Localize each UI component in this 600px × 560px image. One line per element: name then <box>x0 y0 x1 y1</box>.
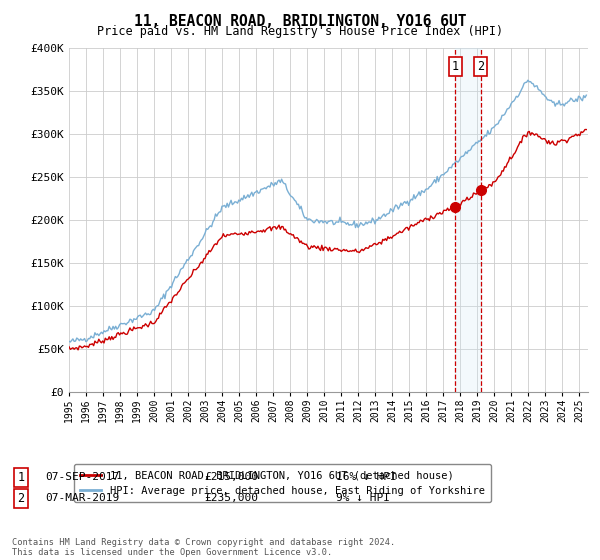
Text: 2: 2 <box>17 492 25 505</box>
Text: 2: 2 <box>477 60 484 73</box>
Text: 1: 1 <box>17 470 25 484</box>
Text: 9% ↓ HPI: 9% ↓ HPI <box>336 493 390 503</box>
Text: 1: 1 <box>452 60 458 73</box>
Text: Contains HM Land Registry data © Crown copyright and database right 2024.
This d: Contains HM Land Registry data © Crown c… <box>12 538 395 557</box>
Text: 11, BEACON ROAD, BRIDLINGTON, YO16 6UT: 11, BEACON ROAD, BRIDLINGTON, YO16 6UT <box>134 14 466 29</box>
Text: £235,000: £235,000 <box>204 493 258 503</box>
Text: £215,000: £215,000 <box>204 472 258 482</box>
Text: 07-MAR-2019: 07-MAR-2019 <box>45 493 119 503</box>
Bar <box>455 48 481 392</box>
Text: 16% ↓ HPI: 16% ↓ HPI <box>336 472 397 482</box>
Text: Price paid vs. HM Land Registry's House Price Index (HPI): Price paid vs. HM Land Registry's House … <box>97 25 503 38</box>
Text: 07-SEP-2017: 07-SEP-2017 <box>45 472 119 482</box>
Legend: 11, BEACON ROAD, BRIDLINGTON, YO16 6UT (detached house), HPI: Average price, det: 11, BEACON ROAD, BRIDLINGTON, YO16 6UT (… <box>74 464 491 502</box>
